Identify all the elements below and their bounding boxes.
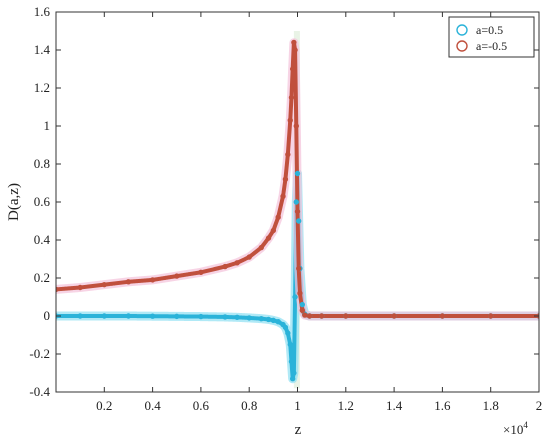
legend-label-a-neg-0-5: a=-0.5 <box>476 39 507 53</box>
y-tick-label: 1.2 <box>34 80 50 95</box>
series-1-point <box>285 151 291 158</box>
y-tick-label: 0.2 <box>34 270 50 285</box>
x-tick-label: 1.4 <box>386 398 403 413</box>
series-0-point <box>265 316 272 323</box>
series-1-point <box>488 313 494 319</box>
x-tick-label: 0.6 <box>193 398 210 413</box>
series-0-point <box>222 314 228 320</box>
series-1-point <box>270 227 277 234</box>
y-tick-label: 1.4 <box>34 42 51 57</box>
series-1-point <box>293 123 299 129</box>
x-multiplier-exponent: 4 <box>523 420 528 430</box>
series-0-point <box>285 330 291 336</box>
series-1-point <box>246 254 252 260</box>
series-0-point <box>293 199 299 205</box>
series-1-point <box>265 235 272 241</box>
series-1-point <box>282 176 289 182</box>
series-0-point <box>270 317 277 324</box>
series-0-point <box>299 301 306 308</box>
series-0-point <box>291 370 297 376</box>
y-tick-label: -0.4 <box>29 384 50 399</box>
y-tick-label: 0.6 <box>34 194 51 209</box>
series-1-point <box>77 284 83 291</box>
series-0-point <box>294 170 301 177</box>
series-1-point <box>125 279 132 285</box>
x-multiplier: ×104 <box>503 420 528 437</box>
x-tick-label: 0.8 <box>241 398 257 413</box>
series-0-point <box>288 358 295 365</box>
series-1-point <box>302 312 308 318</box>
series-0-point <box>149 313 156 319</box>
series-0-point <box>287 341 293 348</box>
series-1-point <box>318 313 325 319</box>
series-1-point <box>222 263 228 270</box>
y-tick-label: -0.2 <box>29 346 50 361</box>
series-0-point <box>258 315 264 322</box>
x-tick-label: 2 <box>536 398 543 413</box>
series-group <box>56 31 539 389</box>
series-0-point <box>101 313 108 319</box>
x-tick-label: 1 <box>294 398 301 413</box>
y-tick-label: 0.4 <box>34 232 51 247</box>
y-tick-label: 1.6 <box>34 4 51 19</box>
series-0-point <box>275 319 281 325</box>
series-0-point <box>198 313 204 320</box>
series-1-point <box>234 260 240 266</box>
series-1-point <box>297 290 303 296</box>
series-0-point <box>174 313 180 320</box>
y-tick-label: 1 <box>44 118 51 133</box>
y-tick-label: 0.8 <box>34 156 50 171</box>
series-0-point <box>246 315 252 321</box>
series-1-point <box>292 47 298 53</box>
series-1-point <box>391 313 397 319</box>
series-0-point <box>292 294 298 300</box>
series-1-point <box>343 313 349 319</box>
series-1-point <box>174 273 180 279</box>
legend-marker-a-neg-0-5 <box>456 40 468 52</box>
series-1-point <box>299 307 306 313</box>
x-tick-label: 0.2 <box>96 398 112 413</box>
legend-label-a-0-5: a=0.5 <box>476 23 503 37</box>
x-multiplier-base: ×10 <box>503 422 523 437</box>
legend-marker-a-0-5 <box>456 24 468 36</box>
series-1-point <box>280 193 286 200</box>
y-tick-label: 0 <box>44 308 51 323</box>
series-1-point <box>275 214 281 220</box>
x-tick-label: 1.2 <box>338 398 354 413</box>
series-1-point <box>289 66 296 72</box>
series-1-point <box>296 265 302 272</box>
x-tick-label: 1.6 <box>434 398 451 413</box>
series-0-point <box>289 376 296 382</box>
x-tick-label: 1.8 <box>483 398 499 413</box>
series-0-point <box>77 313 83 319</box>
series-1-point <box>101 281 108 288</box>
plot-marks <box>56 31 539 389</box>
legend: a=0.5 a=-0.5 <box>448 16 535 58</box>
series-0-point <box>234 314 240 321</box>
series-1-point <box>56 286 59 293</box>
series-1-point <box>287 117 293 124</box>
series-1-point <box>149 277 156 283</box>
y-axis-title: D(a,z) <box>6 183 22 221</box>
series-0-point <box>296 218 302 224</box>
series-1-point <box>258 244 264 251</box>
series-1-point <box>294 208 301 215</box>
series-1-point <box>439 313 446 319</box>
series-1-point <box>291 39 297 46</box>
x-axis-title: z <box>295 422 302 438</box>
series-0-point <box>125 313 132 319</box>
series-1-point <box>306 313 313 319</box>
series-0-point <box>282 324 289 331</box>
x-tick-label: 0.4 <box>144 398 161 413</box>
series-1-point <box>288 94 295 101</box>
axis-ticks: 0.2 0.4 0.6 0.8 1 1.2 1.4 1.6 1.8 2 -0.4 -0.2 0 0.2 0.… <box>29 4 542 413</box>
series-1-point <box>198 269 204 275</box>
